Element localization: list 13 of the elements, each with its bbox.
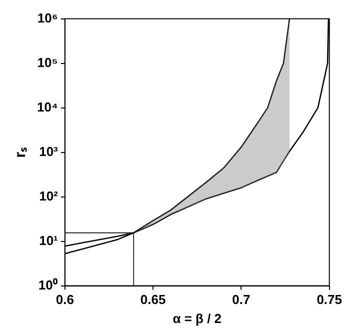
x-axis-title: α = β / 2 [172, 310, 222, 326]
y-axis-title: rₛ [12, 146, 30, 158]
x-tick-label: 0.75 [316, 292, 342, 308]
y-tick-label: 10⁶ [37, 10, 58, 26]
y-tick-label: 10⁵ [37, 54, 58, 70]
x-tick-label: 0.6 [56, 292, 74, 308]
x-tick-label: 0.65 [140, 292, 166, 308]
y-tick-label: 10² [39, 188, 59, 204]
y-tick-label: 10⁰ [38, 277, 58, 292]
y-tick-label: 10¹ [39, 232, 58, 248]
x-tick-label: 0.7 [232, 292, 250, 308]
y-tick-label: 10³ [39, 144, 59, 159]
y-tick-label: 10⁴ [37, 99, 58, 114]
